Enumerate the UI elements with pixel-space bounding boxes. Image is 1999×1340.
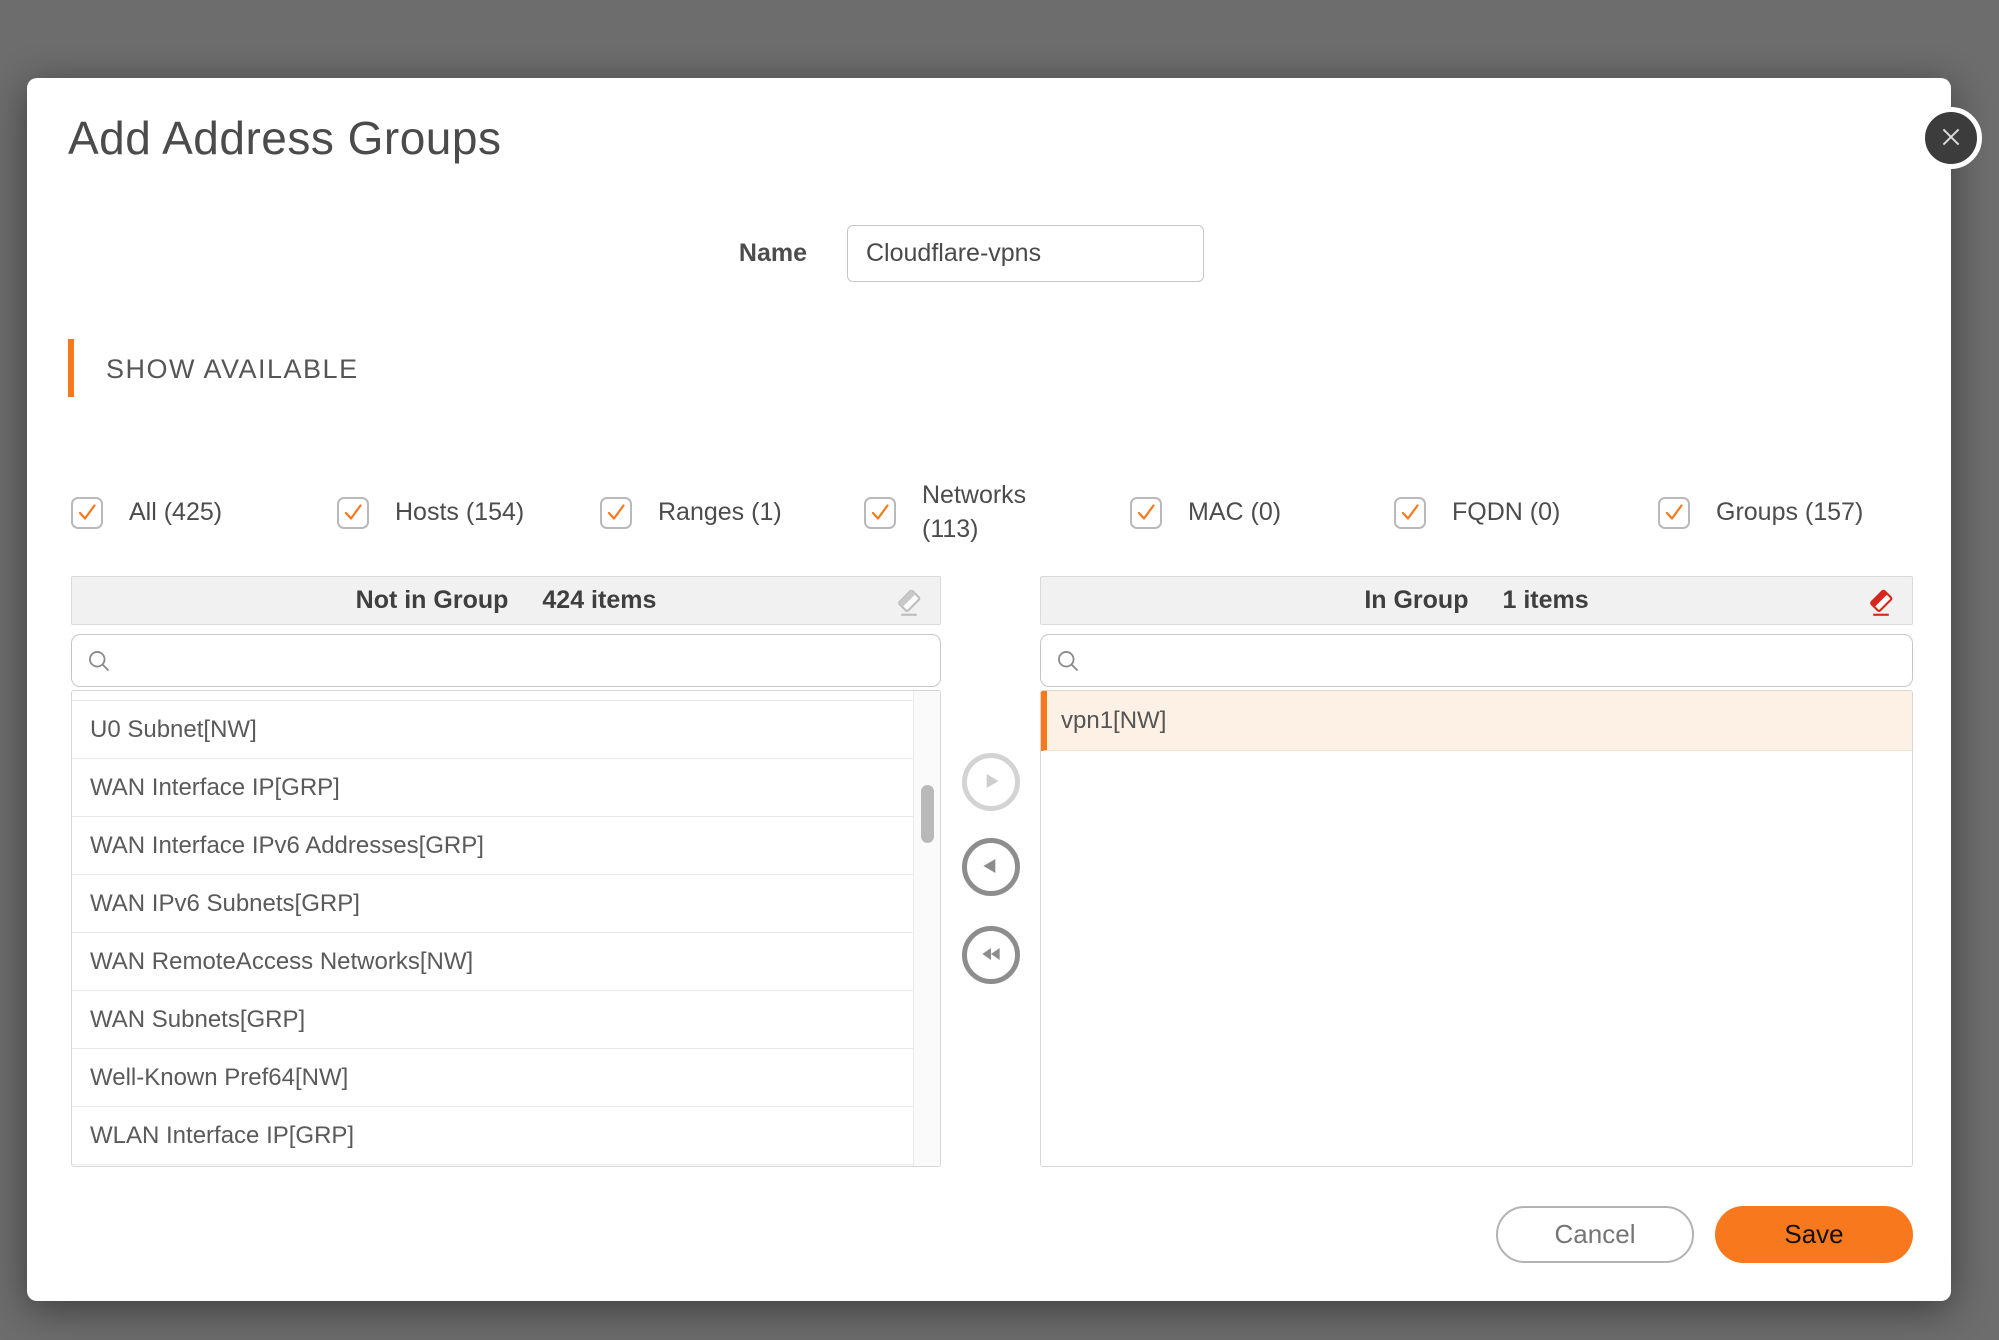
not-in-group-header: Not in Group 424 items xyxy=(71,576,941,625)
filter-label: All (425) xyxy=(129,498,223,526)
list-item-label: vpn1[NW] xyxy=(1061,706,1167,734)
list-item-label: WLAN Interface IP[GRP] xyxy=(90,1121,355,1149)
available-list: U0 Subnet[NW] WAN Interface IP[GRP] WAN … xyxy=(71,690,941,1167)
list-item[interactable]: U0 Subnet[NW] xyxy=(72,701,940,759)
list-item-label: WAN Interface IP[GRP] xyxy=(90,773,340,801)
arrow-right-icon xyxy=(978,768,1004,797)
list-item-label: WAN Interface IPv6 Addresses[GRP] xyxy=(90,831,484,859)
list-item[interactable]: WAN Interface IPv6 Addresses[GRP] xyxy=(72,817,940,875)
move-left-button[interactable] xyxy=(962,838,1020,896)
filter-label: Hosts (154) xyxy=(395,498,525,526)
search-icon xyxy=(89,651,110,672)
move-right-button[interactable] xyxy=(962,753,1020,811)
checkbox-checked-icon[interactable] xyxy=(71,496,103,529)
in-group-title: In Group xyxy=(1364,586,1469,614)
not-in-group-search xyxy=(71,634,941,687)
checkbox-checked-icon[interactable] xyxy=(337,496,369,529)
eraser-icon-red xyxy=(1864,589,1898,622)
filter-item[interactable]: Networks (113) xyxy=(864,479,1042,547)
search-input[interactable] xyxy=(124,635,932,686)
checkbox-checked-icon[interactable] xyxy=(864,496,896,529)
scrollbar-thumb[interactable] xyxy=(921,785,934,843)
list-item-label: Well-Known Pref64[NW] xyxy=(90,1063,349,1091)
close-button[interactable] xyxy=(1920,107,1982,169)
list-item[interactable]: Well-Known Pref64[NW] xyxy=(72,1049,940,1107)
list-item[interactable]: WLAN Interface IP[GRP] xyxy=(72,1107,940,1165)
filter-label: Groups (157) xyxy=(1716,498,1864,526)
filter-item[interactable]: Hosts (154) xyxy=(337,496,524,530)
checkbox-checked-icon[interactable] xyxy=(1130,496,1162,529)
filter-label: Ranges (1) xyxy=(658,498,782,526)
filter-item[interactable]: FQDN (0) xyxy=(1394,496,1560,530)
filter-item[interactable]: Ranges (1) xyxy=(600,496,782,530)
cancel-button[interactable]: Cancel xyxy=(1496,1206,1694,1263)
scrollbar-track[interactable] xyxy=(913,691,940,1166)
filter-item[interactable]: MAC (0) xyxy=(1130,496,1281,530)
list-item-label: WAN IPv6 Subnets[GRP] xyxy=(90,889,360,917)
section-title: SHOW AVAILABLE xyxy=(106,354,359,384)
filter-item[interactable]: All (425) xyxy=(71,496,222,530)
name-field-label: Name xyxy=(738,239,807,267)
save-button[interactable]: Save xyxy=(1715,1206,1913,1263)
checkbox-checked-icon[interactable] xyxy=(1658,496,1690,529)
add-address-groups-dialog: Add Address Groups Name SHOW AVAILABLE A… xyxy=(27,78,1982,1301)
in-group-search xyxy=(1040,634,1913,687)
list-item[interactable]: WAN IPv6 Subnets[GRP] xyxy=(72,875,940,933)
checkbox-checked-icon[interactable] xyxy=(1394,496,1426,529)
page-title: Add Address Groups xyxy=(68,112,502,164)
list-item-label: WAN RemoteAccess Networks[NW] xyxy=(90,947,474,975)
move-all-left-button[interactable] xyxy=(962,926,1020,984)
in-group-count: 1 items xyxy=(1502,586,1589,614)
section-accent-bar xyxy=(68,339,74,397)
name-input[interactable] xyxy=(847,225,1204,282)
list-item[interactable]: WAN Interface IP[GRP] xyxy=(72,759,940,817)
filter-label: FQDN (0) xyxy=(1452,498,1561,526)
arrow-left-icon xyxy=(978,853,1004,882)
clear-selection-button[interactable] xyxy=(892,585,926,619)
search-input[interactable] xyxy=(1093,635,1904,686)
eraser-icon xyxy=(892,589,926,622)
filter-label: Networks (113) xyxy=(922,481,1027,543)
list-item-label: WAN Subnets[GRP] xyxy=(90,1005,306,1033)
double-arrow-left-icon xyxy=(978,941,1004,970)
search-icon xyxy=(1058,651,1079,672)
clear-group-button[interactable] xyxy=(1864,585,1898,619)
not-in-group-title: Not in Group xyxy=(355,586,509,614)
list-item-label: U0 Subnet[NW] xyxy=(90,715,257,743)
not-in-group-count: 424 items xyxy=(542,586,657,614)
checkbox-checked-icon[interactable] xyxy=(600,496,632,529)
list-item[interactable]: WAN RemoteAccess Networks[NW] xyxy=(72,933,940,991)
close-icon xyxy=(1938,124,1964,153)
in-group-header: In Group 1 items xyxy=(1040,576,1913,625)
filter-item[interactable]: Groups (157) xyxy=(1658,496,1863,530)
selected-list-item[interactable]: vpn1[NW] xyxy=(1041,691,1912,751)
in-group-list: vpn1[NW] xyxy=(1040,690,1913,1167)
list-item[interactable]: WAN Subnets[GRP] xyxy=(72,991,940,1049)
filter-label: MAC (0) xyxy=(1188,498,1282,526)
